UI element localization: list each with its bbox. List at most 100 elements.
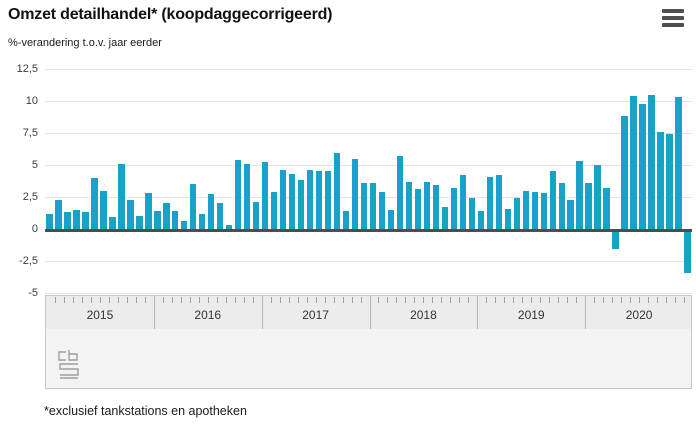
bar-2018-m4[interactable] (396, 156, 404, 229)
month-tick (594, 297, 596, 303)
month-tick (270, 297, 272, 303)
bar-2015-m3[interactable] (64, 212, 71, 229)
bar-2017-m6[interactable] (306, 170, 314, 229)
bar-2017-m12[interactable] (360, 182, 368, 229)
month-tick (630, 297, 632, 303)
bar-2020-m1[interactable] (585, 182, 592, 229)
month-tick (288, 297, 290, 303)
bar-2019-m4[interactable] (504, 208, 511, 229)
x-axis-navigator[interactable]: 2015 2016 2017 2018 2019 2020 (45, 295, 692, 389)
bar-2020-m5[interactable] (621, 116, 628, 229)
bar-2020-m11[interactable] (675, 97, 682, 229)
bar-2020-m8[interactable] (648, 94, 655, 229)
bar-2019-m5[interactable] (513, 198, 520, 229)
cbs-logo-icon[interactable] (56, 349, 83, 385)
bar-2020-m3[interactable] (603, 188, 610, 229)
y-tick-label: 2,5 (22, 191, 38, 203)
bar-2015-m10[interactable] (127, 199, 134, 229)
bar-2015-m7[interactable] (100, 190, 107, 229)
bar-2015-m1[interactable] (46, 213, 53, 229)
month-tick (441, 297, 443, 303)
bar-2020-m4[interactable] (612, 232, 619, 249)
bar-2019-m7[interactable] (531, 191, 538, 229)
bar-2017-m9[interactable] (333, 153, 341, 229)
bar-2019-m1[interactable] (477, 211, 485, 229)
bar-2018-m12[interactable] (468, 198, 476, 229)
month-tick (81, 297, 83, 303)
month-tick (216, 297, 218, 303)
bar-2018-m2[interactable] (378, 191, 386, 229)
x-axis-year-band[interactable]: 2015 2016 2017 2018 2019 2020 (46, 296, 691, 329)
x-axis-year-label-2020: 2020 (625, 308, 653, 322)
chart-footer-panel (46, 329, 691, 388)
bar-2017-m1[interactable] (261, 162, 269, 229)
bar-2017-m3[interactable] (279, 170, 287, 229)
bar-2018-m9[interactable] (441, 207, 449, 229)
month-tick (171, 297, 173, 303)
bar-2018-m5[interactable] (405, 181, 413, 229)
bar-2016-m2[interactable] (163, 203, 170, 229)
bar-2019-m11[interactable] (567, 199, 574, 229)
bar-2017-m10[interactable] (342, 211, 350, 229)
bar-2020-m6[interactable] (630, 95, 637, 229)
bar-2019-m8[interactable] (540, 193, 547, 229)
bar-2016-m11[interactable] (243, 163, 251, 229)
bar-2015-m12[interactable] (145, 193, 152, 229)
bar-2016-m5[interactable] (190, 184, 197, 229)
hamburger-menu-icon[interactable] (662, 9, 684, 27)
year-separator (585, 296, 587, 329)
bar-2019-m9[interactable] (549, 171, 556, 229)
bar-2017-m5[interactable] (297, 180, 305, 229)
month-tick (297, 297, 299, 303)
gridline (45, 261, 692, 262)
bar-2015-m9[interactable] (118, 163, 125, 229)
bar-2016-m6[interactable] (199, 213, 206, 229)
bar-2016-m7[interactable] (208, 194, 215, 229)
bar-2016-m12[interactable] (252, 202, 260, 229)
bar-2015-m5[interactable] (82, 212, 89, 229)
bar-2018-m6[interactable] (414, 189, 422, 229)
bar-2017-m2[interactable] (270, 191, 278, 229)
month-tick (234, 297, 236, 303)
bar-2016-m8[interactable] (217, 203, 224, 229)
month-tick (279, 297, 281, 303)
bar-2017-m8[interactable] (324, 171, 332, 229)
bar-2020-m7[interactable] (639, 103, 646, 229)
bar-2020-m12[interactable] (684, 232, 691, 273)
plot-area (45, 60, 692, 296)
bar-2018-m10[interactable] (450, 188, 458, 229)
bar-2020-m10[interactable] (666, 134, 673, 229)
bar-2018-m7[interactable] (423, 181, 431, 229)
bar-2019-m6[interactable] (522, 190, 529, 229)
bar-2019-m10[interactable] (558, 182, 565, 229)
bar-2015-m2[interactable] (55, 199, 62, 229)
bar-2017-m4[interactable] (288, 173, 296, 229)
chart-subtitle: %-verandering t.o.v. jaar eerder (8, 37, 162, 49)
bar-2020-m9[interactable] (657, 131, 664, 229)
bar-2016-m10[interactable] (235, 159, 242, 229)
y-tick-label: -5 (28, 287, 38, 299)
bar-2019-m12[interactable] (576, 161, 583, 229)
bar-2015-m4[interactable] (73, 209, 80, 229)
bar-2015-m6[interactable] (91, 177, 98, 229)
bar-2016-m4[interactable] (181, 221, 188, 229)
bar-2020-m2[interactable] (594, 165, 601, 229)
bar-2018-m1[interactable] (369, 182, 377, 229)
bar-2018-m11[interactable] (459, 175, 467, 229)
bar-2018-m3[interactable] (387, 209, 395, 229)
bar-2017-m7[interactable] (315, 171, 323, 229)
month-tick (513, 297, 515, 303)
bar-2019-m3[interactable] (495, 175, 502, 229)
year-separator (261, 296, 263, 329)
bar-2019-m2[interactable] (486, 176, 493, 229)
bar-2016-m3[interactable] (172, 211, 179, 229)
bar-2018-m8[interactable] (432, 185, 440, 229)
bar-2017-m11[interactable] (351, 158, 359, 229)
month-tick (378, 297, 380, 303)
bar-2015-m8[interactable] (109, 217, 116, 229)
bar-2015-m11[interactable] (136, 216, 143, 229)
bar-2016-m1[interactable] (154, 211, 161, 229)
bar-2016-m9[interactable] (226, 225, 233, 229)
month-tick (72, 297, 74, 303)
month-tick (315, 297, 317, 303)
